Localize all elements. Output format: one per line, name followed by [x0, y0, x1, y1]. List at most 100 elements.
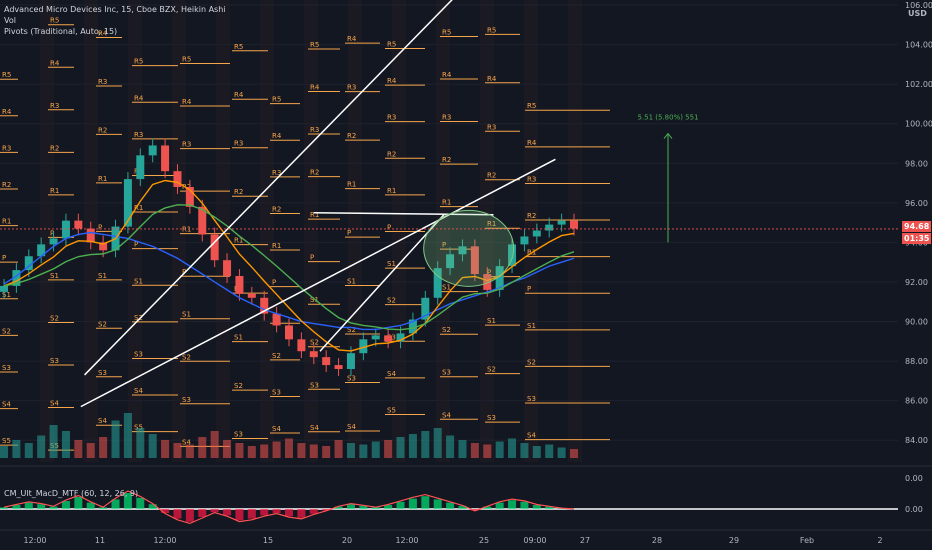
pivot-label: R3: [347, 84, 356, 92]
macd-histogram-bar: [309, 509, 318, 514]
volume-bar: [433, 428, 442, 458]
pivot-label: S2: [134, 314, 143, 322]
pivot-label: R5: [50, 17, 59, 25]
pivot-label: S4: [134, 387, 143, 395]
legend-macd[interactable]: CM_Ult_MacD_MTF (60, 12, 26, 9): [4, 489, 139, 498]
candle-body: [545, 224, 554, 231]
candle-body: [235, 276, 244, 294]
pivot-label: S2: [310, 339, 319, 347]
pivot-label: S1: [98, 272, 107, 280]
pivot-label: S2: [347, 326, 356, 334]
pivot-label: R3: [442, 114, 451, 122]
volume-bar: [272, 441, 281, 458]
pivot-label: R2: [487, 172, 496, 180]
candle-body: [198, 206, 207, 235]
x-tick-label: 29: [729, 536, 739, 545]
candle-body: [408, 319, 417, 334]
pivot-label: R4: [98, 29, 108, 37]
pivot-label: S1: [2, 291, 11, 299]
volume-bar: [247, 446, 256, 458]
pivot-label: S3: [272, 388, 281, 396]
pivot-label: R2: [347, 132, 356, 140]
candle-body: [74, 220, 83, 229]
pivot-label: R5: [234, 43, 243, 51]
volume-bar: [148, 434, 157, 458]
pivot-label: R2: [442, 156, 451, 164]
pivot-label: S2: [487, 366, 496, 374]
pivot-label: S3: [182, 396, 191, 404]
candle-body: [570, 220, 578, 229]
volume-bar: [24, 443, 33, 458]
legend-vol[interactable]: Vol: [4, 16, 16, 25]
pivot-label: R3: [134, 131, 143, 139]
macd-histogram-bar: [37, 504, 46, 509]
pivot-label: S3: [2, 364, 11, 372]
pivot-label: S2: [2, 327, 11, 335]
pivot-label: R2: [527, 212, 536, 220]
pivot-label: R4: [527, 139, 537, 147]
volume-bar: [483, 444, 492, 458]
trendline: [313, 211, 494, 216]
countdown-badge: 01:35: [902, 233, 932, 244]
pivot-label: P: [310, 254, 314, 262]
pivot-label: P: [272, 279, 276, 287]
pivot-label: R2: [310, 169, 319, 177]
legend-symbol[interactable]: Advanced Micro Devices Inc, 15, Cboe BZX…: [4, 5, 226, 14]
macd-histogram-bar: [260, 509, 269, 516]
x-tick-label: 15: [263, 536, 273, 545]
macd-histogram-bar: [210, 509, 219, 513]
session-stripe: [436, 0, 450, 462]
pivot-label: S3: [442, 369, 451, 377]
volume-bar: [371, 441, 380, 458]
volume-bar: [123, 413, 132, 458]
volume-bar: [495, 441, 504, 458]
pivot-label: P: [442, 241, 446, 249]
macd-legend: CM_Ult_MacD_MTF (60, 12, 26, 9): [4, 488, 138, 499]
pivot-label: S2: [50, 314, 59, 322]
pivot-label: S4: [50, 400, 59, 408]
candle-body: [61, 220, 70, 239]
pivot-label: S4: [527, 432, 536, 440]
pivot-label: R3: [272, 169, 281, 177]
pivot-label: S2: [272, 352, 281, 360]
volume-bar: [99, 437, 108, 458]
y-tick-label: 84.00: [905, 436, 928, 445]
candle-body: [285, 325, 293, 340]
pivot-label: R2: [272, 205, 281, 213]
pivot-label: R3: [182, 141, 191, 149]
x-tick-label: 27: [580, 536, 590, 545]
pivot-label: S5: [2, 437, 11, 445]
volume-bar: [297, 443, 306, 458]
x-tick-label: 09:00: [523, 536, 546, 545]
y-tick-label: 96.00: [905, 199, 928, 208]
candle-body: [322, 357, 331, 366]
volume-bar: [161, 440, 170, 458]
pivot-label: S2: [234, 382, 243, 390]
ema-slow-line: [3, 204, 575, 331]
candle-body: [185, 187, 194, 207]
legend-pivots[interactable]: Pivots (Traditional, Auto, 15): [4, 27, 118, 36]
volume-bar: [346, 443, 355, 458]
macd-histogram-bar: [24, 502, 33, 509]
volume-bar: [458, 440, 467, 458]
y-tick-label: 104.00: [905, 41, 932, 50]
y-tick-label: 98.00: [905, 159, 928, 168]
trendline: [80, 158, 556, 408]
pivot-label: R1: [98, 175, 107, 183]
macd-histogram-bar: [396, 501, 405, 509]
macd-histogram-bar: [136, 497, 145, 509]
candle-body: [272, 313, 281, 326]
candle-body: [396, 333, 405, 342]
pivot-label: R4: [234, 91, 244, 99]
cup-shape: [423, 209, 515, 287]
candle-body: [334, 365, 343, 370]
pivot-label: R4: [347, 35, 357, 43]
pivot-label: S4: [442, 411, 451, 419]
measure-arrow-head: [663, 132, 673, 139]
macd-histogram-bar: [508, 500, 517, 509]
volume-bar: [74, 440, 83, 458]
pivot-label: S1: [50, 272, 59, 280]
pivot-label: R1: [134, 204, 143, 212]
candle-body: [123, 179, 132, 227]
